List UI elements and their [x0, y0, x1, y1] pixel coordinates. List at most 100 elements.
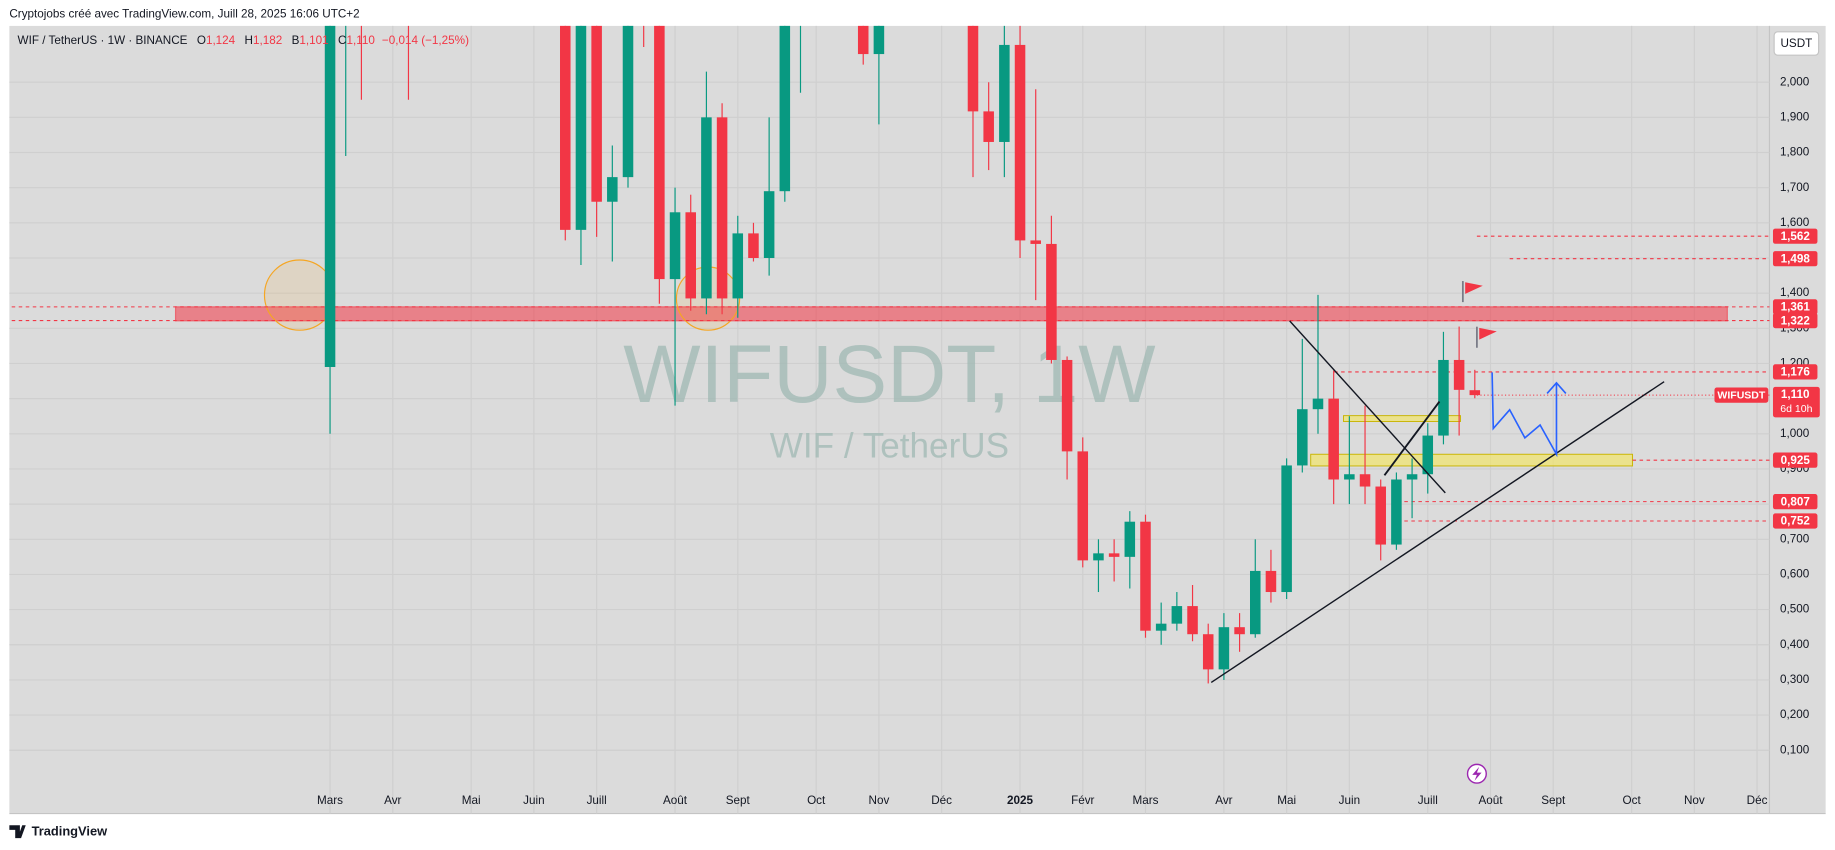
projection-arrow — [1546, 381, 1567, 394]
current-symbol: WIFUSDT — [1717, 389, 1765, 401]
grid — [9, 25, 1770, 814]
resistance-zone — [174, 306, 1728, 322]
unit-label: USDT — [1780, 37, 1812, 50]
candle-body — [1171, 606, 1183, 624]
level-label-box — [1772, 452, 1818, 468]
candle-body — [575, 25, 587, 230]
candle-body — [1124, 521, 1136, 557]
plot-area — [9, 25, 1826, 814]
y-tick-label: 0,700 — [1780, 532, 1810, 545]
y-tick-label: 1,600 — [1780, 216, 1810, 229]
legend-symbol: WIF / TetherUS · 1W · BINANCE — [18, 34, 188, 47]
candle-body — [1014, 44, 1026, 241]
footer-brand: TradingView — [9, 824, 108, 839]
candle-body — [1359, 474, 1371, 487]
x-tick-label: Févr — [1071, 794, 1094, 807]
candle-body — [716, 117, 728, 299]
flag — [1465, 282, 1483, 294]
trend-line — [1383, 401, 1441, 476]
axes: USDT 0,100 0,200 0,300 0,400 0,500 0,600 0,700… — [317, 31, 1820, 807]
candle-body — [669, 212, 681, 280]
legend-change: −0,014 (−1,25%) — [382, 34, 469, 47]
x-tick-label: Avr — [1215, 794, 1232, 807]
y-tick-label: 0,600 — [1780, 568, 1810, 581]
brand-name: TradingView — [32, 824, 109, 839]
candle-body — [1453, 359, 1465, 390]
x-tick-label: Mai — [1277, 794, 1296, 807]
candle-body — [1077, 451, 1089, 561]
candles — [324, 25, 1481, 684]
x-tick-label: Juill — [587, 794, 607, 807]
level-label-box — [1772, 513, 1818, 529]
level-label: 0,807 — [1781, 495, 1810, 508]
current-symbol-box — [1714, 387, 1769, 403]
legend-key: H — [245, 34, 253, 47]
candle-body — [654, 25, 665, 280]
legend-key: B — [292, 34, 300, 47]
y-tick-label: 2,000 — [1780, 75, 1810, 88]
event-bolt — [1472, 766, 1482, 781]
candle-body — [873, 25, 885, 55]
candle-body — [1406, 474, 1418, 480]
level-label-box — [1772, 299, 1818, 315]
y-tick-label: 1,400 — [1780, 286, 1810, 299]
drawings — [174, 259, 1728, 467]
y-tick-label: 0,100 — [1780, 743, 1810, 756]
candle-body — [1140, 521, 1151, 631]
flag — [1479, 327, 1497, 340]
level-label: 0,752 — [1781, 515, 1811, 528]
candle-body — [1202, 634, 1214, 670]
x-tick-label: Nov — [869, 794, 890, 807]
candle-body — [983, 111, 994, 142]
candle-body — [1375, 486, 1386, 545]
level-label: 1,498 — [1781, 252, 1811, 265]
candle-body — [1030, 240, 1041, 244]
candle-body — [1093, 553, 1104, 561]
candle-body — [1108, 553, 1120, 557]
candle-body — [1281, 465, 1292, 593]
candle-body — [748, 233, 759, 258]
unit-box — [1773, 31, 1820, 56]
legend-value: 1,110 — [346, 34, 375, 47]
candle-body — [1344, 474, 1355, 480]
candle-body — [560, 25, 571, 230]
candle-body — [591, 25, 602, 202]
x-tick-label: Août — [663, 794, 688, 807]
x-tick-label: Oct — [807, 794, 826, 807]
x-tick-label: Août — [1478, 794, 1503, 807]
candle-body — [1297, 409, 1308, 466]
level-label-box — [1772, 251, 1818, 267]
level-label: 1,176 — [1781, 366, 1811, 379]
x-tick-label: Juin — [523, 794, 544, 807]
level-label: 1,562 — [1781, 230, 1811, 243]
header-title: Cryptojobs créé avec TradingView.com, Ju… — [9, 7, 359, 20]
y-tick-label: 0,200 — [1780, 708, 1810, 721]
candle-body — [1249, 570, 1261, 635]
x-tick-label: Nov — [1684, 794, 1705, 807]
legend: WIF / TetherUS · 1W · BINANCE O1,124 H1,18… — [18, 34, 470, 47]
level-label: 0,925 — [1781, 454, 1811, 467]
support-zone — [1343, 415, 1461, 422]
candle-body — [1469, 390, 1481, 396]
candle-body — [967, 25, 979, 112]
watermark-text: WIFUSDT, 1W — [623, 329, 1156, 420]
candle-body — [1312, 398, 1324, 410]
level-label-box — [1772, 228, 1818, 244]
candle-body — [1438, 359, 1449, 436]
y-tick-label: 0,400 — [1780, 638, 1810, 651]
y-tick-label: 1,900 — [1780, 110, 1810, 123]
level-label: 1,322 — [1781, 314, 1811, 327]
candle-body — [1265, 570, 1277, 593]
legend-key: O — [197, 34, 206, 47]
legend-value: 1,101 — [299, 34, 328, 47]
level-label: 1,361 — [1781, 301, 1811, 314]
drawings-front — [1210, 281, 1665, 784]
trend-line — [1289, 320, 1446, 494]
candle-body — [1061, 359, 1073, 452]
levels — [11, 235, 1770, 522]
x-tick-label: Mars — [317, 794, 343, 807]
projection-path — [1491, 372, 1558, 458]
candle-body — [685, 212, 696, 299]
